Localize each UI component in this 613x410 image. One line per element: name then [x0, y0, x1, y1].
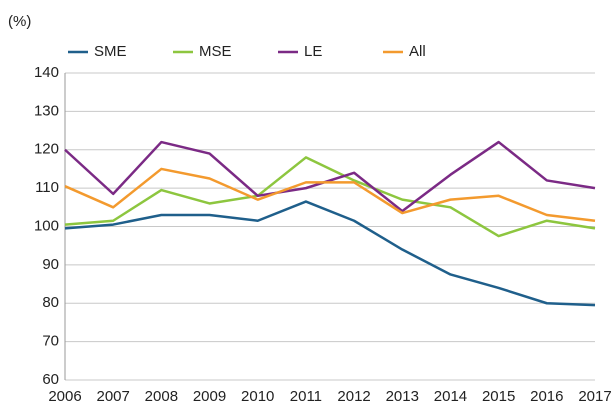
- x-tick-label: 2016: [530, 388, 563, 405]
- x-tick-label: 2009: [193, 388, 226, 405]
- x-tick-label: 2008: [145, 388, 178, 405]
- y-tick-label: 70: [42, 333, 59, 350]
- series-line: [64, 156, 596, 238]
- x-tick-label: 2007: [96, 388, 129, 405]
- legend-label: SME: [94, 43, 127, 60]
- y-tick-label: 100: [34, 217, 59, 234]
- y-tick-label: 90: [42, 256, 59, 273]
- y-tick-label: 80: [42, 294, 59, 311]
- series-line: [64, 200, 596, 307]
- x-tick-label: 2017: [578, 388, 611, 405]
- x-tick-label: 2006: [48, 388, 81, 405]
- y-tick-label: 110: [35, 179, 59, 196]
- x-tick-label: 2015: [482, 388, 515, 405]
- legend-label: MSE: [199, 43, 232, 60]
- y-axis-label: (%): [8, 13, 31, 30]
- x-tick-label: 2014: [434, 388, 467, 405]
- x-tick-label: 2013: [386, 388, 419, 405]
- y-tick-label: 140: [34, 64, 59, 81]
- y-tick-label: 60: [42, 371, 59, 388]
- y-tick-label: 120: [34, 141, 59, 158]
- x-tick-label: 2010: [241, 388, 274, 405]
- series-line: [64, 167, 596, 222]
- legend-label: LE: [304, 43, 322, 60]
- legend-label: All: [409, 43, 426, 60]
- series-line: [64, 140, 596, 213]
- y-tick-label: 130: [34, 102, 59, 119]
- x-tick-label: 2011: [290, 388, 322, 405]
- x-tick-label: 2012: [337, 388, 370, 405]
